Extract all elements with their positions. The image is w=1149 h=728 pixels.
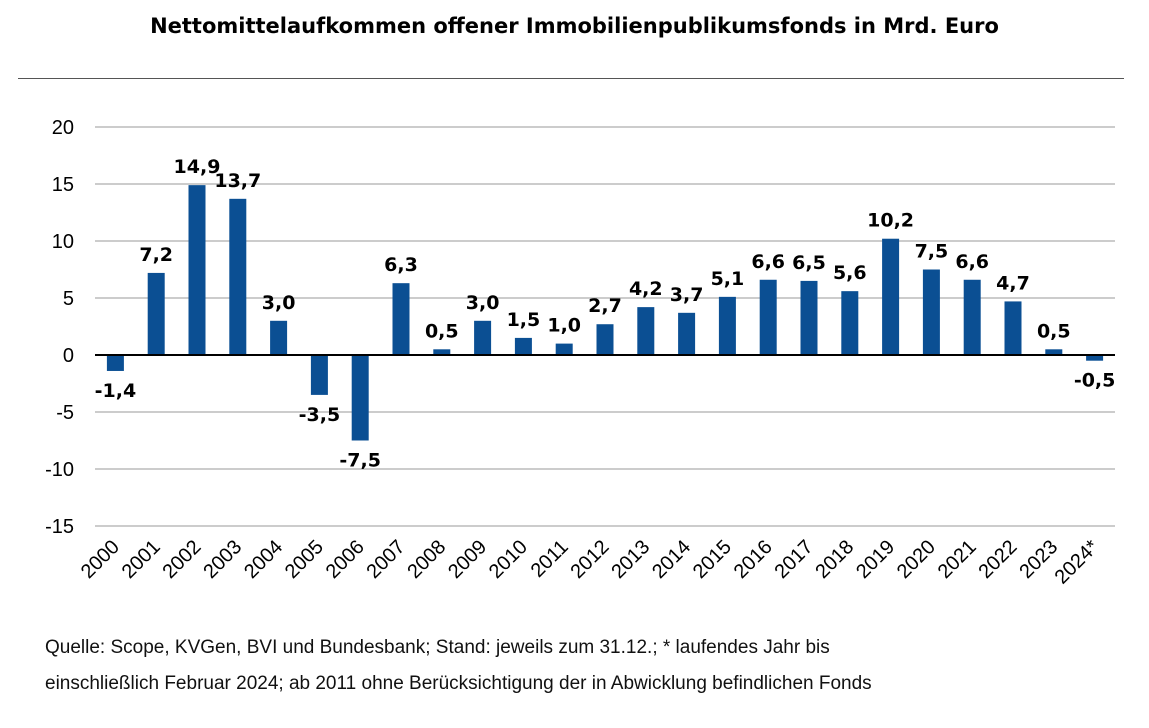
x-tick-label: 2014	[648, 536, 695, 583]
y-tick-label: -10	[45, 459, 74, 481]
x-tick-label: 2010	[485, 536, 532, 583]
bar	[351, 355, 369, 441]
data-label: 6,6	[751, 251, 785, 273]
bar	[474, 320, 492, 355]
x-tick-label: 2016	[730, 536, 777, 583]
data-labels: -1,4 7,2 14,913,7 3,0 -3,5 -7,5 6,3 0,5 3,0 1,5 1,…	[95, 156, 1116, 471]
bar	[963, 279, 981, 355]
bar	[229, 198, 247, 355]
x-tick-label: 2006	[322, 536, 369, 583]
bar	[147, 272, 165, 355]
y-tick-label: 0	[63, 345, 74, 367]
bar	[841, 291, 859, 355]
x-tick-label: 2008	[403, 536, 450, 583]
x-tick-label: 2024*	[1051, 536, 1104, 589]
bar	[392, 283, 410, 355]
gridlines	[95, 126, 1115, 527]
data-label: 13,7	[214, 170, 261, 192]
bar	[270, 320, 288, 355]
data-label: 7,5	[915, 241, 949, 263]
bar	[310, 355, 328, 395]
data-label: -3,5	[299, 404, 341, 426]
x-tick-label: 2022	[975, 536, 1022, 583]
x-tick-label: 2004	[240, 536, 287, 583]
data-label: 4,7	[996, 272, 1030, 294]
bar	[188, 185, 206, 355]
bar	[922, 269, 940, 355]
x-tick-label: 2009	[444, 536, 491, 583]
x-tick-label: 2003	[199, 536, 246, 583]
data-label: 4,2	[629, 278, 663, 300]
data-label: -1,4	[95, 380, 137, 402]
data-label: 0,5	[1037, 320, 1071, 342]
y-tick-label: 20	[52, 117, 74, 139]
bar	[1045, 349, 1063, 355]
bar	[106, 355, 124, 371]
x-tick-label: 2011	[527, 536, 573, 582]
x-tick-label: 2018	[811, 536, 858, 583]
bar	[882, 238, 900, 355]
data-label: 5,6	[833, 262, 867, 284]
data-label: 6,6	[955, 251, 989, 273]
x-tick-label: 2002	[159, 536, 206, 583]
x-tick-label: 2021	[934, 536, 981, 583]
bars	[106, 185, 1104, 441]
x-axis-ticks: 2000200120022003200420052006200720082009…	[77, 536, 1103, 589]
data-label: 7,2	[139, 244, 173, 266]
bar	[514, 337, 532, 355]
title-divider	[18, 78, 1124, 79]
data-label: 5,1	[711, 268, 745, 290]
x-tick-label: 2013	[607, 536, 654, 583]
chart-title: Nettomittelaufkommen offener Immobilienp…	[150, 14, 999, 38]
bar	[433, 349, 451, 355]
x-tick-label: 2005	[281, 536, 328, 583]
data-label: 6,3	[384, 254, 418, 276]
data-label: 10,2	[867, 210, 914, 232]
data-label: 14,9	[174, 156, 221, 178]
y-tick-label: 10	[52, 231, 74, 253]
data-label: 2,7	[588, 295, 622, 317]
data-label: 6,5	[792, 252, 826, 274]
data-label: 3,0	[262, 292, 296, 314]
data-label: 3,0	[466, 292, 500, 314]
data-label: -0,5	[1074, 370, 1116, 392]
bar	[759, 279, 777, 355]
source-note-line-2: einschließlich Februar 2024; ab 2011 ohn…	[45, 673, 872, 694]
bar	[718, 296, 736, 355]
data-label: -7,5	[339, 450, 381, 472]
bar	[637, 307, 655, 355]
y-tick-label: -15	[45, 516, 74, 538]
x-tick-label: 2019	[852, 536, 899, 583]
x-tick-label: 2017	[771, 536, 818, 583]
data-label: 1,0	[547, 315, 581, 337]
bar	[800, 280, 818, 355]
x-tick-label: 2000	[77, 536, 124, 583]
x-tick-label: 2020	[893, 536, 940, 583]
x-tick-label: 2001	[118, 536, 165, 583]
bar	[678, 312, 696, 355]
bar	[1004, 301, 1022, 355]
data-label: 1,5	[507, 309, 541, 331]
y-tick-label: 5	[63, 288, 74, 310]
data-label: 3,7	[670, 284, 704, 306]
bar	[555, 343, 573, 355]
x-tick-label: 2007	[363, 536, 410, 583]
x-tick-label: 2012	[567, 536, 614, 583]
y-tick-label: 15	[52, 174, 74, 196]
x-tick-label: 2015	[689, 536, 736, 583]
bar	[1086, 355, 1104, 361]
data-label: 0,5	[425, 320, 459, 342]
y-axis-ticks: -15 -10 -5 0 5 10 15 20	[45, 117, 74, 538]
source-note-line-1: Quelle: Scope, KVGen, BVI und Bundesbank…	[45, 637, 830, 658]
y-tick-label: -5	[56, 402, 74, 424]
bar	[596, 324, 614, 355]
